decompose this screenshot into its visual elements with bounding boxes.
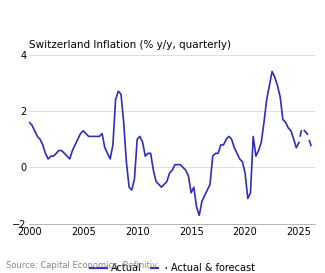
Text: Switzerland Inflation (% y/y, quarterly): Switzerland Inflation (% y/y, quarterly) <box>29 40 231 50</box>
Text: Source: Capital Economics, Refinitiv: Source: Capital Economics, Refinitiv <box>6 261 158 270</box>
Legend: Actual, Actual & forecast: Actual, Actual & forecast <box>86 259 259 273</box>
